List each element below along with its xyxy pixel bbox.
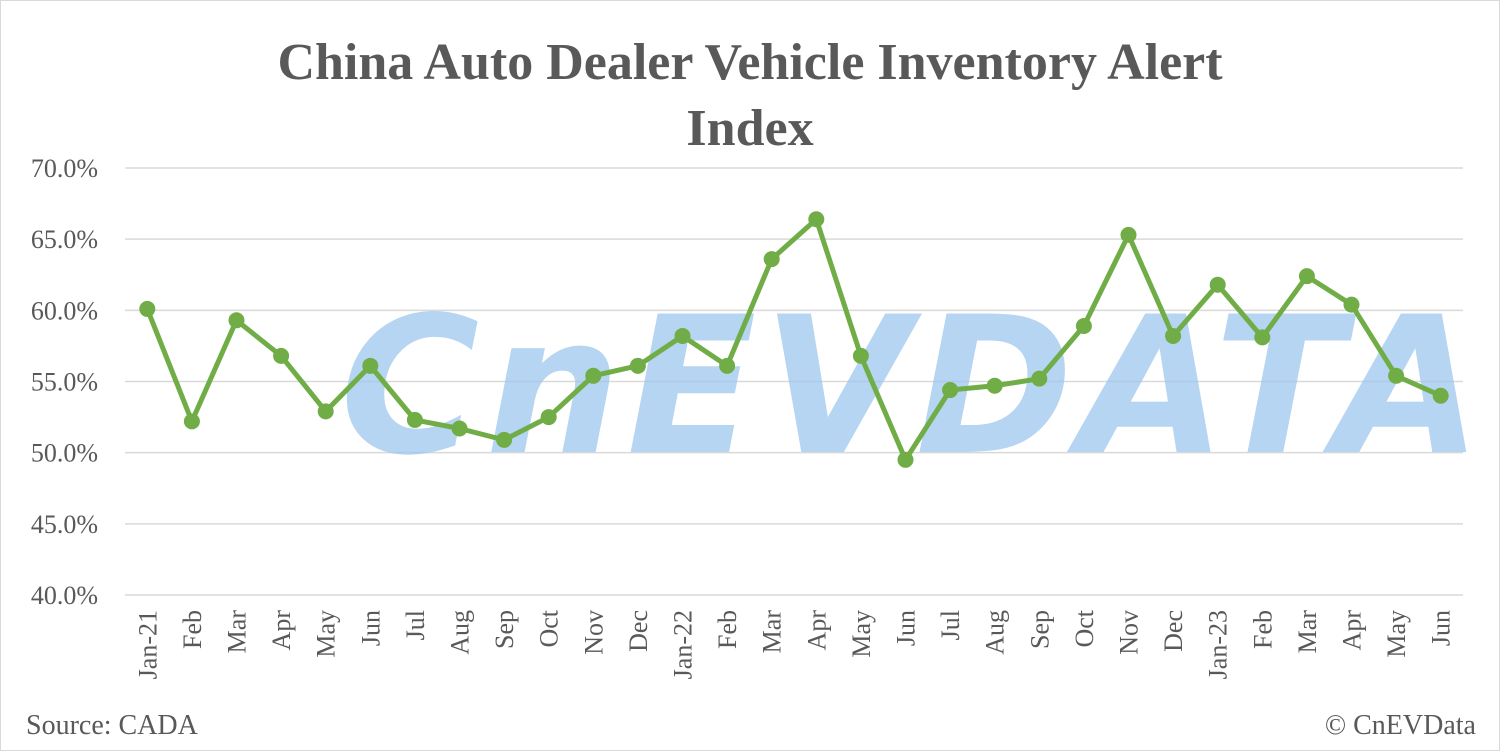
x-tick-label: Dec bbox=[1159, 610, 1188, 652]
x-tick-label: Apr bbox=[802, 610, 831, 651]
x-tick-label: Nov bbox=[579, 610, 608, 655]
x-tick-label: Apr bbox=[1338, 610, 1367, 651]
chart-title: China Auto Dealer Vehicle Inventory Aler… bbox=[0, 30, 1500, 162]
data-point bbox=[763, 251, 780, 268]
x-tick-label: Jun bbox=[1427, 610, 1456, 646]
data-point bbox=[1031, 370, 1048, 387]
x-tick-label: Sep bbox=[490, 610, 519, 649]
x-tick-label: Mar bbox=[1293, 610, 1322, 654]
data-point bbox=[1343, 296, 1360, 313]
data-point bbox=[808, 211, 825, 228]
x-tick-label: Feb bbox=[713, 610, 742, 649]
data-point bbox=[362, 357, 379, 374]
x-tick-label: Jul bbox=[401, 610, 430, 640]
x-tick-label: Jan-23 bbox=[1204, 610, 1233, 679]
data-point bbox=[273, 347, 290, 364]
data-point bbox=[1388, 367, 1405, 384]
copyright-note: © CnEVData bbox=[1324, 710, 1476, 741]
x-tick-label: Mar bbox=[758, 610, 787, 654]
data-point bbox=[942, 382, 959, 399]
source-note: Source: CADA bbox=[26, 710, 198, 741]
data-point bbox=[540, 409, 557, 426]
data-point bbox=[1432, 387, 1449, 404]
x-tick-label: Feb bbox=[1248, 610, 1277, 649]
data-point bbox=[1298, 268, 1315, 285]
data-point bbox=[897, 451, 914, 468]
data-point bbox=[674, 327, 691, 344]
y-tick-label: 55.0% bbox=[31, 368, 98, 397]
x-tick-label: Oct bbox=[1070, 609, 1099, 647]
data-point bbox=[1165, 327, 1182, 344]
x-tick-label: Mar bbox=[223, 610, 252, 654]
data-point bbox=[629, 357, 646, 374]
data-point bbox=[496, 431, 513, 448]
data-point bbox=[719, 357, 736, 374]
data-point bbox=[1120, 226, 1137, 243]
y-axis-ticks: 40.0% 45.0% 50.0% 55.0% 60.0% 65.0% 70.0% bbox=[31, 154, 98, 610]
x-tick-label: Jul bbox=[936, 610, 965, 640]
data-point bbox=[139, 300, 156, 317]
x-tick-label: Aug bbox=[446, 610, 475, 655]
y-tick-label: 45.0% bbox=[31, 510, 98, 539]
x-axis-ticks: Jan-21 Feb Mar Apr May Jun Jul Aug Sep Oct Nov Dec J… bbox=[133, 609, 1455, 679]
data-point bbox=[1254, 329, 1271, 346]
series-line bbox=[144, 216, 1444, 463]
data-point bbox=[317, 403, 334, 420]
data-point bbox=[1209, 276, 1226, 293]
x-tick-label: Jun bbox=[892, 610, 921, 646]
series-line-path bbox=[144, 216, 1444, 463]
x-tick-label: Sep bbox=[1025, 610, 1054, 649]
gridlines bbox=[125, 167, 1463, 596]
watermark: CnEVDATA bbox=[340, 276, 1488, 497]
data-points bbox=[139, 211, 1449, 468]
x-tick-label: Jun bbox=[356, 610, 385, 646]
y-tick-label: 40.0% bbox=[31, 581, 98, 610]
y-tick-label: 70.0% bbox=[31, 154, 98, 183]
data-point bbox=[1075, 317, 1092, 334]
y-tick-label: 60.0% bbox=[31, 296, 98, 325]
x-tick-label: Aug bbox=[981, 610, 1010, 655]
data-point bbox=[406, 411, 423, 428]
x-tick-label: Feb bbox=[178, 610, 207, 649]
x-tick-label: Oct bbox=[535, 609, 564, 647]
data-point bbox=[183, 413, 200, 430]
data-point bbox=[585, 367, 602, 384]
x-tick-label: Apr bbox=[267, 610, 296, 651]
x-tick-label: Jan-21 bbox=[133, 610, 162, 679]
x-tick-label: May bbox=[847, 610, 876, 658]
data-point bbox=[852, 347, 869, 364]
data-point bbox=[451, 420, 468, 437]
y-tick-label: 65.0% bbox=[31, 225, 98, 254]
data-point bbox=[986, 377, 1003, 394]
x-tick-label: Dec bbox=[624, 610, 653, 652]
data-point bbox=[228, 312, 245, 329]
x-tick-label: May bbox=[1382, 610, 1411, 658]
chart-title-line-2: Index bbox=[686, 100, 814, 157]
y-tick-label: 50.0% bbox=[31, 439, 98, 468]
x-tick-label: Nov bbox=[1115, 610, 1144, 655]
chart-title-line-1: China Auto Dealer Vehicle Inventory Aler… bbox=[277, 34, 1223, 91]
x-tick-label: May bbox=[312, 610, 341, 658]
x-tick-label: Jan-22 bbox=[669, 610, 698, 679]
